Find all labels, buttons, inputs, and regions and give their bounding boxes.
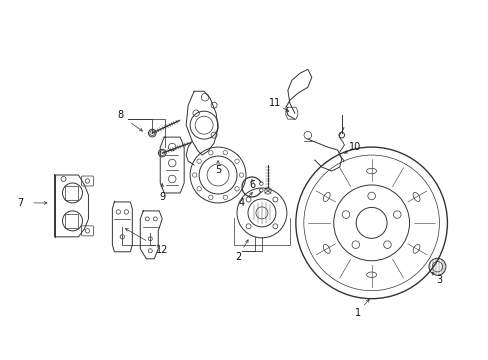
Bar — [64, 214, 78, 228]
Text: 5: 5 — [215, 165, 221, 175]
Bar — [64, 186, 78, 200]
Text: 8: 8 — [117, 110, 123, 120]
Text: 11: 11 — [268, 98, 281, 108]
Text: 3: 3 — [435, 275, 442, 285]
Text: 6: 6 — [248, 180, 255, 190]
Text: 4: 4 — [239, 198, 244, 208]
Text: 7: 7 — [18, 198, 24, 208]
Text: 10: 10 — [348, 142, 360, 152]
Text: 12: 12 — [156, 245, 168, 255]
Text: 2: 2 — [234, 252, 241, 262]
Text: 9: 9 — [159, 192, 165, 202]
Text: 1: 1 — [354, 308, 360, 318]
